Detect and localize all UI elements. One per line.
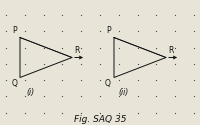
Text: (ii): (ii) xyxy=(119,88,129,96)
Text: P: P xyxy=(12,26,17,35)
Text: R: R xyxy=(168,46,173,55)
Text: Q: Q xyxy=(11,79,17,88)
Text: Q: Q xyxy=(105,79,111,88)
Text: (i): (i) xyxy=(26,88,34,96)
Text: Fig. SAQ 35: Fig. SAQ 35 xyxy=(74,115,126,124)
Text: P: P xyxy=(106,26,111,35)
Text: R: R xyxy=(74,46,79,55)
